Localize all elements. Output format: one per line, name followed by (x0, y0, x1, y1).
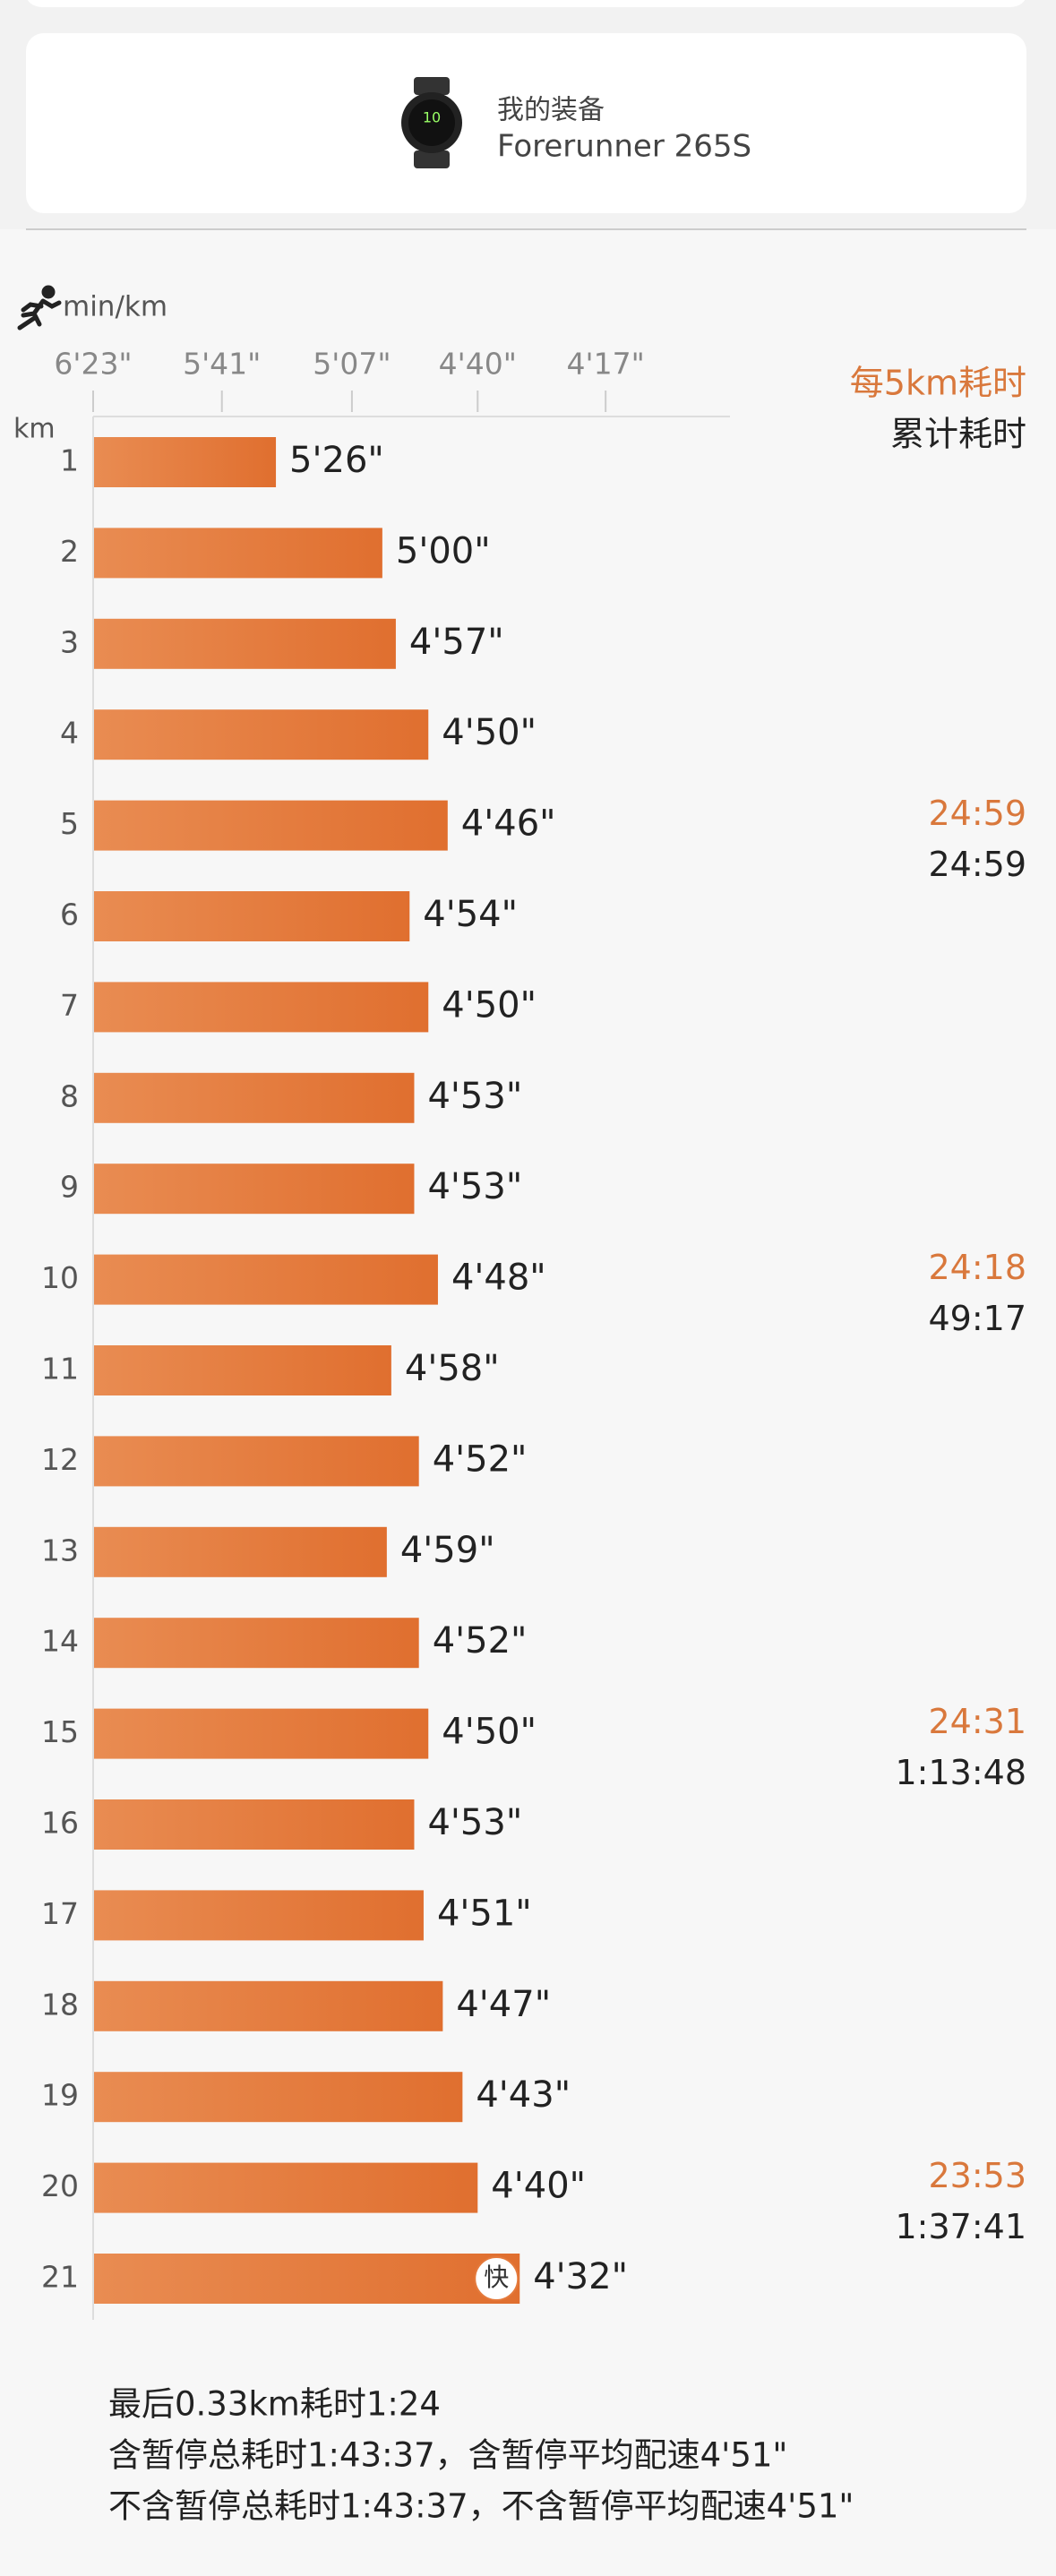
value-label: 4'50" (442, 1712, 537, 1753)
footer-line: 不含暂停总耗时1:43:37，不含暂停平均配速4'51" (108, 2487, 854, 2526)
y-tick-label: 7 (60, 988, 79, 1023)
y-tick-label: 19 (41, 2078, 79, 2113)
cumulative-header: 累计耗时 (890, 415, 1026, 454)
x-tick-label: 5'41" (183, 347, 261, 382)
y-tick-label: 14 (41, 1624, 79, 1659)
y-tick-label: 4 (60, 716, 79, 751)
y-tick-label: 6 (60, 897, 79, 932)
x-tick-label: 4'17" (567, 347, 645, 382)
split-time: 24:59 (928, 794, 1026, 833)
cumulative-time: 1:37:41 (896, 2207, 1027, 2246)
bar (94, 1254, 438, 1305)
bar (94, 1980, 443, 2031)
split-time: 24:31 (928, 1702, 1026, 1741)
bar (94, 1163, 415, 1215)
value-label: 4'53" (427, 1166, 522, 1207)
bar (94, 1799, 415, 1850)
value-label: 4'52" (433, 1438, 528, 1480)
value-label: 4'47" (456, 1984, 551, 2025)
bar (94, 618, 396, 669)
bar (94, 800, 448, 851)
bar (94, 528, 382, 579)
value-label: 4'46" (461, 803, 556, 845)
value-label: 4'58" (405, 1348, 500, 1389)
previous-card (27, 0, 1026, 7)
device-card[interactable] (26, 33, 1026, 213)
value-label: 5'00" (396, 530, 491, 571)
y-unit: km (13, 414, 56, 445)
device-name: Forerunner 265S (497, 129, 751, 165)
x-tick-label: 4'40" (439, 347, 517, 382)
bar (94, 1618, 419, 1669)
bar (94, 891, 410, 941)
footer-line: 含暂停总耗时1:43:37，含暂停平均配速4'51" (108, 2436, 787, 2475)
fastest-label: 快 (484, 2263, 509, 2292)
cumulative-time: 24:59 (928, 845, 1026, 884)
bar (94, 2254, 520, 2304)
bar (94, 1526, 387, 1577)
bar (94, 709, 429, 760)
y-tick-label: 11 (41, 1352, 79, 1387)
y-tick-label: 2 (60, 534, 79, 569)
y-tick-label: 10 (41, 1260, 79, 1295)
y-tick-label: 5 (60, 806, 79, 841)
value-label: 4'51" (437, 1893, 532, 1934)
value-label: 4'53" (427, 1076, 522, 1117)
bar (94, 2072, 463, 2123)
device-label: 我的装备 (497, 95, 605, 126)
watch-icon: 10 (401, 77, 462, 168)
value-label: 4'40" (491, 2166, 586, 2207)
split-time: 24:18 (928, 1248, 1026, 1287)
y-tick-label: 1 (60, 443, 79, 478)
y-tick-label: 21 (41, 2260, 79, 2295)
y-tick-label: 8 (60, 1078, 79, 1113)
split-time: 23:53 (928, 2156, 1026, 2195)
value-label: 4'50" (442, 984, 537, 1026)
split-header: 每5km耗时 (850, 364, 1026, 403)
y-tick-label: 20 (41, 2168, 79, 2203)
bar (94, 1072, 415, 1123)
y-tick-label: 3 (60, 624, 79, 659)
runner-icon (17, 285, 62, 331)
value-label: 4'48" (451, 1258, 546, 1299)
y-tick-label: 17 (41, 1896, 79, 1931)
value-label: 4'50" (442, 712, 537, 753)
value-label: 4'57" (409, 622, 504, 663)
value-label: 4'52" (433, 1620, 528, 1662)
cumulative-time: 49:17 (928, 1299, 1026, 1338)
cumulative-time: 1:13:48 (896, 1753, 1027, 1792)
bar (94, 982, 429, 1033)
bar (94, 2162, 478, 2213)
value-label: 4'54" (423, 894, 518, 935)
fastest-badge (474, 2256, 519, 2301)
bar (94, 1890, 424, 1941)
y-tick-label: 16 (41, 1806, 79, 1841)
x-unit: min/km (63, 291, 167, 323)
value-label: 4'53" (427, 1802, 522, 1843)
y-tick-label: 15 (41, 1714, 79, 1749)
value-label: 4'32" (533, 2256, 628, 2297)
x-tick-label: 5'07" (313, 347, 391, 382)
bar (94, 437, 277, 487)
value-label: 5'26" (289, 440, 384, 481)
footer-line: 最后0.33km耗时1:24 (108, 2385, 441, 2424)
bar (94, 1436, 419, 1487)
y-tick-label: 18 (41, 1987, 79, 2022)
value-label: 4'59" (400, 1530, 495, 1571)
bar (94, 1708, 429, 1759)
value-label: 4'43" (476, 2074, 571, 2116)
bar (94, 1345, 391, 1395)
svg-text:10: 10 (423, 109, 441, 126)
y-tick-label: 13 (41, 1533, 79, 1567)
x-tick-label: 6'23" (54, 347, 132, 382)
y-tick-label: 9 (60, 1170, 79, 1205)
y-tick-label: 12 (41, 1442, 79, 1477)
